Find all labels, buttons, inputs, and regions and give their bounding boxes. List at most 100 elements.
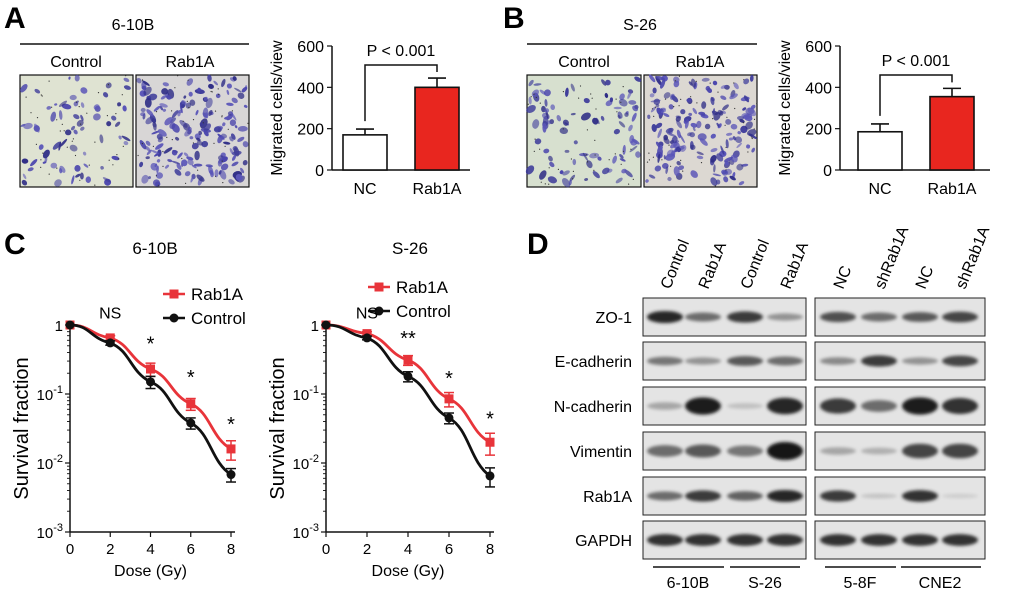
c0-annotation: * bbox=[147, 333, 155, 355]
panel-b-cell-line: S-26 bbox=[623, 17, 657, 34]
band-gapdh-lane-7 bbox=[902, 534, 938, 546]
a-significance-bracket bbox=[364, 64, 438, 122]
band-e-cadherin-lane-7 bbox=[902, 357, 938, 365]
c1-point-rab1a bbox=[485, 437, 495, 447]
b-y-tick-label: 400 bbox=[805, 80, 832, 97]
panel-d: D Control Rab1A Control Rab1A NC shRab1A NC shR… bbox=[527, 224, 993, 592]
c0-point-control bbox=[186, 418, 196, 428]
band-gapdh-lane-6 bbox=[861, 534, 897, 546]
lane-label: Rab1A bbox=[778, 239, 812, 291]
c1-legend-marker-rab1a bbox=[374, 282, 384, 292]
c0-point-rab1a bbox=[186, 399, 196, 409]
band-rab1a-lane-3 bbox=[727, 491, 763, 501]
c1-point-rab1a bbox=[444, 394, 454, 404]
c1-x-axis-label: Dose (Gy) bbox=[372, 563, 445, 580]
panel-b: B S-26 Control Rab1A 0 200 400 600 Migrated … bbox=[503, 2, 990, 198]
micrograph-a-rab1a bbox=[135, 74, 250, 188]
a-y-tick-label: 600 bbox=[297, 39, 324, 56]
band-n-cadherin-lane-4 bbox=[767, 397, 803, 415]
band-rab1a-lane-8 bbox=[942, 493, 978, 499]
cell-line-label-5-8f: 5-8F bbox=[844, 575, 877, 592]
micrograph-b-rab1a bbox=[643, 74, 758, 188]
c1-point-control bbox=[485, 471, 495, 481]
band-zo-1-lane-4 bbox=[767, 313, 803, 321]
band-zo-1-lane-5 bbox=[820, 311, 856, 323]
c1-x-tick-label: 0 bbox=[322, 541, 330, 558]
band-zo-1-lane-6 bbox=[861, 312, 897, 322]
band-n-cadherin-lane-1 bbox=[647, 402, 683, 410]
band-vimentin-lane-6 bbox=[861, 447, 897, 455]
a-y-tick-label: 200 bbox=[297, 122, 324, 139]
b-category-label: NC bbox=[868, 181, 891, 198]
panel-a-label: A bbox=[4, 2, 26, 35]
c1-annotation: * bbox=[486, 409, 494, 431]
c1-x-tick-label: 2 bbox=[363, 541, 371, 558]
c1-y-axis-label: Survival fraction bbox=[267, 357, 289, 499]
panel-b-image-label-control: Control bbox=[558, 54, 610, 71]
c0-point-control bbox=[226, 470, 236, 480]
b-significance-label: P < 0.001 bbox=[882, 53, 951, 70]
micrograph-b-control bbox=[525, 74, 642, 188]
band-e-cadherin-lane-2 bbox=[685, 357, 721, 365]
c1-x-tick-label: 8 bbox=[486, 541, 494, 558]
c0-point-rab1a bbox=[146, 364, 155, 374]
band-e-cadherin-lane-5 bbox=[820, 357, 856, 365]
a-y-axis-label: Migrated cells/view bbox=[269, 40, 286, 176]
c0-x-tick-label: 6 bbox=[187, 541, 195, 558]
b-y-tick-label: 600 bbox=[805, 39, 832, 56]
band-rab1a-lane-1 bbox=[647, 491, 683, 501]
band-e-cadherin-lane-8 bbox=[942, 355, 978, 367]
panel-a-cell-line: 6-10B bbox=[112, 17, 155, 34]
protein-label-gapdh: GAPDH bbox=[575, 533, 632, 550]
bar-chart-b: 0 200 400 600 Migrated cells/view NC Rab1A P < … bbox=[777, 39, 990, 198]
c1-title: S-26 bbox=[392, 239, 428, 258]
c1-x-tick-label: 6 bbox=[445, 541, 453, 558]
c0-x-tick-label: 4 bbox=[146, 541, 154, 558]
band-vimentin-lane-1 bbox=[647, 445, 683, 457]
c0-annotation: * bbox=[227, 414, 235, 436]
band-rab1a-lane-2 bbox=[685, 490, 721, 502]
c0-y-tick-label: 10-2 bbox=[37, 453, 63, 473]
a-bar-nc bbox=[342, 134, 388, 171]
c0-legend-marker-rab1a bbox=[169, 289, 179, 299]
band-gapdh-lane-2 bbox=[685, 534, 721, 546]
c1-y-tick-label: 1 bbox=[311, 318, 319, 335]
band-n-cadherin-lane-6 bbox=[861, 400, 897, 412]
b-significance-bracket bbox=[879, 74, 953, 116]
band-n-cadherin-lane-7 bbox=[902, 397, 938, 415]
band-gapdh-lane-5 bbox=[820, 534, 856, 546]
panel-a: A 6-10B Control Rab1A 0 200 400 600 Migrated… bbox=[4, 2, 470, 198]
band-n-cadherin-lane-5 bbox=[820, 398, 856, 414]
c0-y-tick-label: 10-1 bbox=[37, 384, 63, 404]
panel-b-image-label-rab1a: Rab1A bbox=[676, 54, 725, 71]
band-gapdh-lane-1 bbox=[647, 534, 683, 546]
band-n-cadherin-lane-8 bbox=[942, 398, 978, 414]
c0-x-axis-label: Dose (Gy) bbox=[114, 563, 187, 580]
c0-annotation: * bbox=[187, 367, 195, 389]
c0-y-tick-label: 10-3 bbox=[37, 522, 63, 542]
band-e-cadherin-lane-4 bbox=[767, 356, 803, 366]
protein-label-n-cadherin: N-cadherin bbox=[554, 399, 632, 416]
c1-annotation: ** bbox=[400, 328, 416, 350]
panel-c-label: C bbox=[4, 228, 26, 261]
c1-legend-label-control: Control bbox=[396, 302, 451, 321]
bar-chart-a: 0 200 400 600 Migrated cells/view NC Rab1A P < … bbox=[269, 39, 470, 198]
c0-title: 6-10B bbox=[132, 239, 177, 258]
a-category-label: NC bbox=[353, 181, 376, 198]
c0-legend-label-rab1a: Rab1A bbox=[191, 285, 244, 304]
lane-label: shRab1A bbox=[953, 224, 994, 292]
a-y-tick-label: 0 bbox=[315, 163, 324, 180]
lane-label: Control bbox=[738, 237, 773, 291]
c0-point-rab1a bbox=[226, 444, 236, 454]
band-rab1a-lane-5 bbox=[820, 490, 856, 502]
protein-label-e-cadherin: E-cadherin bbox=[555, 354, 632, 371]
c1-x-tick-label: 4 bbox=[404, 541, 412, 558]
c0-y-axis-label: Survival fraction bbox=[11, 357, 33, 499]
c0-x-tick-label: 0 bbox=[66, 541, 74, 558]
band-e-cadherin-lane-3 bbox=[727, 356, 763, 366]
c0-x-tick-label: 2 bbox=[106, 541, 114, 558]
c0-point-control bbox=[65, 320, 75, 330]
band-vimentin-lane-2 bbox=[685, 444, 721, 458]
c0-point-control bbox=[105, 338, 115, 348]
